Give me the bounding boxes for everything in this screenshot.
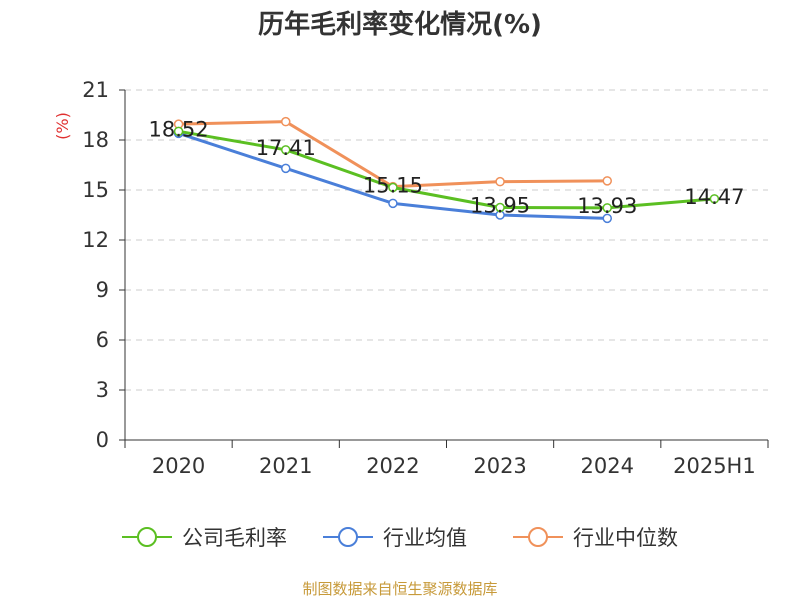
data-point — [495, 176, 505, 187]
legend: 公司毛利率 行业均值 行业中位数 — [122, 526, 678, 550]
y-tick-label: 9 — [96, 278, 109, 302]
data-point — [173, 126, 184, 137]
legend-marker — [528, 527, 548, 547]
data-label: 14.47 — [684, 185, 744, 209]
source-note: 制图数据来自恒生聚源数据库 — [302, 580, 497, 598]
x-tick-label: 2025H1 — [673, 454, 756, 478]
legend-marker — [338, 527, 358, 547]
y-tick-label: 6 — [96, 328, 109, 352]
x-tick-label: 2022 — [366, 454, 419, 478]
data-labels: 18.52 17.41 15.15 13.95 13.93 14.47 — [149, 117, 745, 218]
data-point — [602, 213, 612, 224]
y-tick-label: 12 — [82, 228, 109, 252]
axes: 0 3 6 9 12 15 18 21 2020 2021 2022 2023 2024 2025H1 — [82, 78, 769, 478]
data-label: 17.41 — [256, 136, 316, 160]
data-label: 18.52 — [149, 117, 209, 141]
data-point — [388, 182, 398, 193]
data-point — [709, 194, 720, 204]
data-point — [388, 198, 398, 209]
data-point — [281, 145, 291, 155]
chart-title: 历年毛利率变化情况(%) — [258, 9, 542, 40]
data-label: 15.15 — [363, 174, 423, 198]
y-tick-label: 15 — [82, 178, 109, 202]
data-point — [602, 203, 612, 213]
data-label: 13.95 — [470, 194, 530, 218]
legend-label: 行业中位数 — [573, 526, 678, 550]
y-tick-label: 0 — [96, 428, 109, 452]
legend-marker — [137, 527, 157, 547]
legend-label: 公司毛利率 — [182, 526, 287, 550]
x-tick-label: 2021 — [259, 454, 312, 478]
data-point — [281, 116, 291, 127]
y-tick-label: 18 — [82, 128, 109, 152]
grid-lines — [125, 89, 768, 391]
y-tick-label: 3 — [96, 378, 109, 402]
x-tick-label: 2023 — [473, 454, 526, 478]
y-tick-label: 21 — [82, 78, 109, 102]
data-point — [602, 176, 612, 186]
data-label: 13.93 — [577, 194, 637, 218]
x-tick-label: 2024 — [581, 454, 634, 478]
data-point — [281, 163, 291, 174]
series-line — [178, 129, 715, 210]
legend-label: 行业均值 — [383, 526, 467, 550]
y-axis-label: (%) — [53, 112, 72, 140]
data-point — [495, 202, 505, 213]
series-lines — [173, 116, 720, 224]
x-tick-label: 2020 — [152, 454, 205, 478]
